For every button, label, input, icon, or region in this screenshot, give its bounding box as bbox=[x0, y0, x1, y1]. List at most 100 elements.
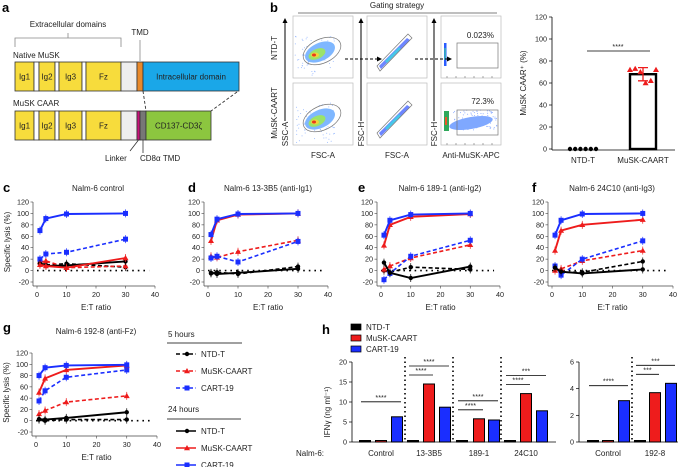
y-tick-label: 0 bbox=[570, 438, 574, 447]
event-dot bbox=[464, 112, 466, 114]
significance-label: **** bbox=[375, 393, 386, 402]
event-dot bbox=[301, 135, 303, 137]
gate-ellipse bbox=[302, 36, 342, 66]
bar-cart-19 bbox=[488, 419, 500, 443]
event-dot bbox=[301, 64, 303, 66]
legend-swatch-icon bbox=[350, 323, 362, 331]
gate-percentage-ntd: 0.023% bbox=[467, 31, 494, 40]
x-axis-label: E:T ratio bbox=[81, 453, 112, 462]
data-point bbox=[558, 217, 564, 223]
data-point bbox=[408, 264, 413, 270]
bar-cart-19 bbox=[536, 410, 548, 443]
series-line-cart-19-24h bbox=[210, 212, 299, 235]
y-tick-label: 20 bbox=[365, 255, 373, 264]
data-point bbox=[552, 265, 558, 270]
bar-musk-caart bbox=[473, 418, 485, 443]
y-tick-label: 120 bbox=[16, 349, 28, 358]
gate-percentage-caart: 72.3% bbox=[471, 97, 494, 106]
data-point bbox=[381, 232, 387, 238]
native-musk-label: Native MuSK bbox=[13, 51, 60, 60]
linker-pointer bbox=[129, 139, 139, 152]
event-dot bbox=[332, 60, 334, 62]
bar-ntd-t bbox=[634, 440, 646, 443]
data-point bbox=[579, 211, 585, 217]
event-dot bbox=[314, 70, 316, 72]
x-tick-label: 20 bbox=[609, 290, 617, 299]
cd8-tmd-label: CD8α TMD bbox=[140, 154, 180, 163]
y-tick-label: 0 bbox=[24, 416, 28, 425]
event-dot bbox=[296, 133, 298, 135]
data-point bbox=[124, 362, 130, 368]
bar-ntd-t bbox=[504, 440, 516, 443]
event-dot bbox=[487, 112, 489, 114]
arrowhead-icon bbox=[358, 18, 364, 23]
spacer-domain bbox=[54, 61, 60, 92]
extracellular-bracket bbox=[14, 33, 122, 47]
bar-musk-caart bbox=[602, 440, 614, 443]
y-tick-label: 4 bbox=[570, 384, 574, 393]
event-dot bbox=[470, 113, 472, 115]
spacer-domain bbox=[81, 61, 87, 92]
x-tick-label: 0 bbox=[35, 290, 39, 299]
y-tick-label: 100 bbox=[16, 360, 28, 369]
data-point bbox=[408, 275, 413, 281]
data-point bbox=[43, 251, 49, 257]
flow-plot bbox=[292, 82, 354, 146]
event-dot bbox=[328, 62, 330, 64]
data-point bbox=[208, 255, 214, 261]
event-dot bbox=[489, 126, 491, 128]
density-strip bbox=[445, 117, 447, 125]
event-dot bbox=[453, 112, 455, 114]
legend-marker-icon bbox=[184, 385, 190, 391]
data-point bbox=[42, 375, 49, 381]
series-line-musk-caart-5h bbox=[210, 239, 299, 259]
significance-label: *** bbox=[651, 356, 660, 365]
data-point bbox=[579, 256, 585, 262]
y-tick-label: 60 bbox=[365, 232, 373, 241]
panel-label-e: e bbox=[358, 180, 365, 195]
data-point bbox=[123, 236, 128, 242]
data-point bbox=[583, 146, 588, 152]
gate-percentages: 0.023% 72.3% bbox=[467, 31, 494, 106]
y-tick-label: -20 bbox=[19, 278, 29, 287]
event-dot bbox=[490, 110, 492, 112]
data-point bbox=[387, 270, 393, 276]
data-point bbox=[380, 242, 387, 248]
y-tick-label: 20 bbox=[539, 123, 547, 132]
data-point bbox=[37, 228, 43, 234]
legend-marker-icon bbox=[184, 428, 190, 434]
x-tick-label: 20 bbox=[437, 290, 445, 299]
gate-rectangle bbox=[456, 42, 499, 69]
event-dot bbox=[306, 64, 308, 66]
event-dot bbox=[326, 132, 328, 134]
data-point bbox=[235, 259, 241, 265]
arrowhead-icon bbox=[282, 18, 288, 23]
x-tick-label: 30 bbox=[466, 290, 474, 299]
event-dot bbox=[472, 129, 474, 131]
data-point bbox=[208, 270, 214, 276]
event-dot bbox=[332, 133, 334, 135]
series-line-musk-caart-5h bbox=[38, 395, 127, 415]
y-tick-label: 60 bbox=[539, 79, 547, 88]
bar-ntd-t bbox=[456, 440, 468, 443]
bar-musk-caart bbox=[375, 440, 387, 443]
bar-musk-caart bbox=[628, 72, 658, 151]
ig3-label: Ig3 bbox=[65, 122, 77, 131]
event-dot bbox=[482, 113, 484, 115]
event-dot bbox=[328, 106, 330, 108]
series-line-cart-19-24h bbox=[383, 212, 471, 236]
spacer-domain bbox=[120, 110, 138, 141]
event-dot bbox=[329, 133, 331, 135]
event-dot bbox=[492, 116, 494, 118]
x-axis-label: E:T ratio bbox=[597, 303, 628, 312]
data-point bbox=[295, 266, 301, 272]
event-dot bbox=[494, 118, 496, 120]
series-line-cart-19-5h bbox=[39, 238, 126, 260]
event-dot bbox=[474, 115, 476, 117]
x-tick-label: MuSK-CAART bbox=[617, 156, 669, 165]
data-point bbox=[593, 146, 599, 152]
legend-h-entries: NTD-T MuSK-CAART CART-19 bbox=[350, 323, 418, 354]
bar-cart-19 bbox=[665, 382, 677, 443]
event-dot bbox=[480, 113, 482, 115]
